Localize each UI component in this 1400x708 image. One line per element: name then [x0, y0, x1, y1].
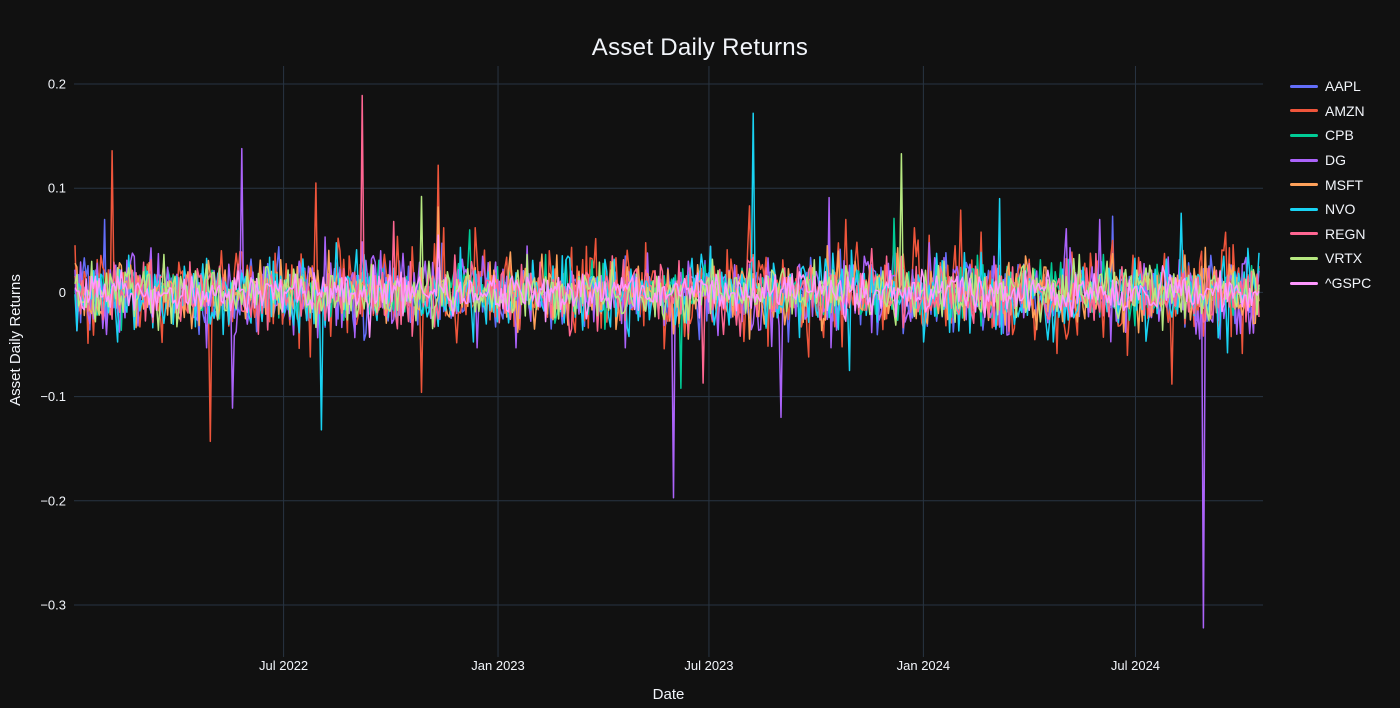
legend-swatch — [1290, 133, 1318, 137]
legend-item-CPB[interactable]: CPB — [1290, 123, 1371, 148]
legend-swatch — [1290, 256, 1318, 260]
legend-swatch — [1290, 232, 1318, 236]
legend-item-DG[interactable]: DG — [1290, 148, 1371, 173]
y-tick-label: 0.2 — [48, 77, 66, 92]
legend-label: VRTX — [1325, 250, 1363, 267]
legend-item-NVO[interactable]: NVO — [1290, 197, 1371, 222]
y-axis-title: Asset Daily Returns — [7, 274, 24, 406]
legend-item-AMZN[interactable]: AMZN — [1290, 99, 1371, 124]
series-line-^GSPC[interactable] — [74, 234, 1260, 338]
legend-label: NVO — [1325, 201, 1356, 218]
legend-swatch — [1290, 109, 1318, 113]
chart-title: Asset Daily Returns — [591, 34, 809, 61]
legend-item-REGN[interactable]: REGN — [1290, 222, 1371, 247]
legend-item-VRTX[interactable]: VRTX — [1290, 246, 1371, 271]
axis-labels: 0.2 0.1 0 −0.1 −0.2 −0.3 Jul 2022 Jan 2023 Jul 2… — [7, 77, 1160, 704]
legend-label: DG — [1325, 152, 1346, 169]
legend-item-MSFT[interactable]: MSFT — [1290, 172, 1371, 197]
y-tick-label: 0.1 — [48, 181, 66, 196]
series-line-REGN[interactable] — [74, 94, 1260, 384]
gridlines — [74, 66, 1263, 657]
y-tick-label: −0.2 — [40, 493, 66, 508]
legend-item-AAPL[interactable]: AAPL — [1290, 74, 1371, 99]
legend-label: AAPL — [1325, 78, 1361, 95]
x-axis-title: Date — [653, 686, 685, 703]
y-tick-label: −0.1 — [40, 389, 66, 404]
legend-swatch — [1290, 84, 1318, 88]
x-tick-label: Jul 2024 — [1111, 658, 1160, 673]
legend-swatch — [1290, 207, 1318, 211]
legend-label: REGN — [1325, 225, 1366, 242]
legend-label: AMZN — [1325, 102, 1365, 119]
x-tick-label: Jul 2023 — [684, 658, 733, 673]
legend-label: ^GSPC — [1325, 275, 1372, 292]
y-tick-label: −0.3 — [40, 598, 66, 613]
legend-item-^GSPC[interactable]: ^GSPC — [1290, 271, 1371, 296]
legend-swatch — [1290, 183, 1318, 187]
legend-swatch — [1290, 281, 1318, 285]
legend: AAPL AMZN CPB DG MSFT NVO REGN VRTX ^GSPC — [1290, 74, 1371, 295]
series-lines — [74, 94, 1260, 629]
x-tick-label: Jan 2023 — [471, 658, 525, 673]
legend-swatch — [1290, 158, 1318, 162]
legend-label: MSFT — [1325, 176, 1364, 193]
x-tick-label: Jan 2024 — [897, 658, 951, 673]
y-tick-label: 0 — [59, 285, 66, 300]
legend-label: CPB — [1325, 127, 1354, 144]
x-tick-label: Jul 2022 — [259, 658, 308, 673]
series-line-DG[interactable] — [74, 147, 1260, 629]
